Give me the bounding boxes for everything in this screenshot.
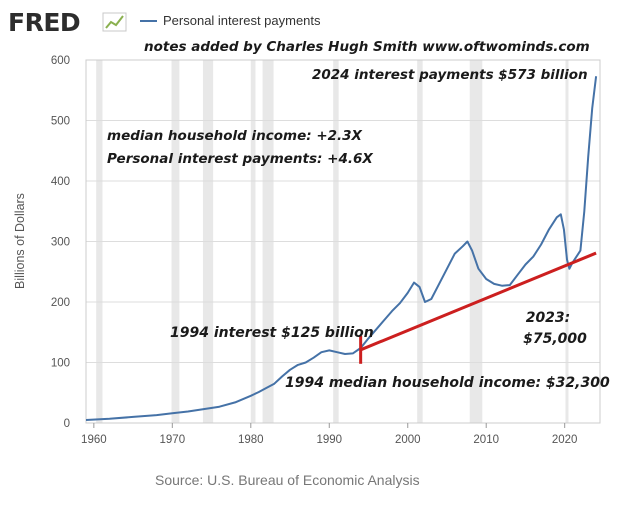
- annotation-income-ratio: median household income: +2.3X: [107, 128, 363, 144]
- y-tick-label: 100: [51, 358, 70, 370]
- source-note: Source: U.S. Bureau of Economic Analysis: [155, 472, 420, 488]
- annotation-2023-income: $75,000: [523, 331, 587, 347]
- y-tick-label: 200: [51, 297, 70, 309]
- x-tick-label: 2000: [395, 434, 421, 446]
- fred-logo[interactable]: FRED: [8, 8, 81, 37]
- trend-line-median-income: [360, 251, 597, 352]
- x-tick-label: 2010: [473, 434, 499, 446]
- y-tick-label: 600: [51, 55, 70, 67]
- y-tick-label: 500: [51, 116, 70, 128]
- annotation-credit: notes added by Charles Hugh Smith www.of…: [144, 39, 590, 55]
- y-tick-label: 0: [64, 418, 70, 430]
- y-tick-label: 400: [51, 176, 70, 188]
- x-tick-label: 2020: [552, 434, 578, 446]
- annotation-2023-label: 2023:: [526, 310, 571, 326]
- plot-frame: [85, 59, 601, 424]
- annotation-1994-income: 1994 median household income: $32,300: [285, 375, 610, 391]
- x-tick-label: 1960: [81, 434, 107, 446]
- x-tick-label: 1990: [316, 434, 342, 446]
- legend-label: Personal interest payments: [163, 13, 321, 28]
- x-tick-label: 1970: [160, 434, 186, 446]
- y-tick-label: 300: [51, 237, 70, 249]
- series-line-personal-interest: [85, 76, 598, 421]
- annotation-interest-ratio: Personal interest payments: +4.6X: [107, 151, 373, 167]
- x-tick-label: 1980: [238, 434, 264, 446]
- annotation-2024-interest: 2024 interest payments $573 billion: [312, 67, 588, 83]
- y-axis-title: Billions of Dollars: [13, 193, 27, 289]
- annotation-1994-interest: 1994 interest $125 billion: [170, 325, 374, 341]
- fred-logo-graph-icon: [102, 12, 127, 32]
